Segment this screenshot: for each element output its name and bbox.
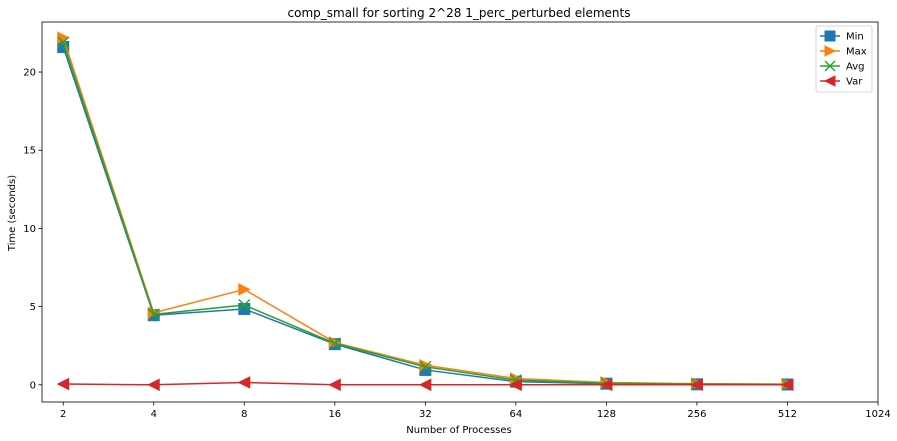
legend-entry: Var xyxy=(820,75,863,88)
data-point xyxy=(599,378,613,392)
series-layer xyxy=(56,31,795,392)
data-point xyxy=(238,283,251,296)
chart-title: comp_small for sorting 2^28 1_perc_pertu… xyxy=(288,6,631,20)
legend-label: Var xyxy=(846,77,863,88)
legend-label: Avg xyxy=(846,62,865,73)
x-tick-label: 32 xyxy=(419,409,432,420)
data-point xyxy=(509,378,522,392)
legend-box xyxy=(815,25,873,93)
legend-marker xyxy=(824,45,837,57)
y-tick-label: 10 xyxy=(23,224,36,235)
x-tick-label: 4 xyxy=(151,409,157,420)
data-point xyxy=(238,302,251,315)
y-axis: 0 5 10 15 20 xyxy=(23,68,42,391)
data-point xyxy=(237,376,251,389)
plot-frame xyxy=(41,21,879,403)
data-point xyxy=(780,378,794,392)
y-axis-label: Time (seconds) xyxy=(7,175,18,252)
data-point xyxy=(57,36,70,49)
legend-entry: Max xyxy=(820,45,867,58)
x-tick-label: 512 xyxy=(778,409,797,420)
x-tick-label: 64 xyxy=(510,409,523,420)
data-point xyxy=(147,308,160,321)
y-tick-label: 20 xyxy=(23,68,36,79)
x-tick-label: 8 xyxy=(241,409,247,420)
x-axis: 2 4 8 16 32 64 128 256 512 1024 xyxy=(60,402,891,420)
data-point xyxy=(328,337,341,350)
series-var xyxy=(56,376,794,392)
data-point xyxy=(147,378,160,392)
data-point xyxy=(238,299,251,312)
legend-marker xyxy=(824,30,836,42)
x-tick-label: 1024 xyxy=(865,409,890,420)
legend-marker xyxy=(824,60,836,72)
x-axis-label: Number of Processes xyxy=(406,425,511,436)
data-point xyxy=(419,360,432,373)
x-tick-label: 2 xyxy=(60,409,66,420)
legend-label: Max xyxy=(846,47,867,58)
legend-entry: Avg xyxy=(820,60,865,73)
legend-marker xyxy=(823,75,836,87)
x-tick-label: 16 xyxy=(328,409,341,420)
data-point xyxy=(56,377,70,391)
legend-label: Min xyxy=(846,32,864,43)
plot-area xyxy=(41,21,879,403)
legend: Min Max Avg Var xyxy=(815,25,873,93)
legend-entry: Min xyxy=(820,30,864,43)
data-point xyxy=(328,378,341,392)
data-point xyxy=(418,378,432,392)
y-tick-label: 15 xyxy=(23,146,36,157)
x-tick-label: 256 xyxy=(687,409,706,420)
y-tick-label: 0 xyxy=(30,380,36,391)
data-point xyxy=(690,378,703,392)
x-tick-label: 128 xyxy=(597,409,616,420)
y-tick-label: 5 xyxy=(30,302,36,313)
